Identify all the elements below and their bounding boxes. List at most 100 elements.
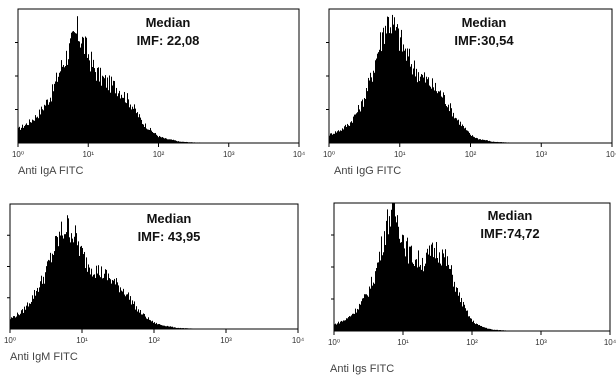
histogram-bar — [414, 265, 415, 331]
histogram-bar — [75, 225, 76, 329]
histogram-bar — [134, 301, 135, 329]
histogram-bar — [13, 316, 14, 329]
histogram-bar — [112, 279, 113, 329]
histogram-bar — [190, 328, 191, 329]
x-tick-label: 10⁴ — [604, 338, 616, 347]
histogram-bar — [490, 141, 491, 143]
histogram-bar — [121, 94, 122, 143]
histogram-bar — [192, 142, 193, 143]
histogram-bar — [26, 305, 27, 329]
histogram-bar — [163, 325, 164, 329]
histogram-bar — [174, 140, 175, 143]
histogram-bar — [22, 124, 23, 143]
histogram-bar — [61, 221, 62, 329]
histogram-bar — [472, 135, 473, 143]
x-axis-label-anti-iga: Anti IgA FITC — [18, 165, 84, 177]
histogram-bar — [144, 126, 145, 143]
histogram-bar — [90, 274, 91, 329]
histogram-bar — [166, 138, 167, 143]
histogram-bar — [29, 119, 30, 143]
histogram-bar — [362, 99, 363, 143]
histogram-bar — [465, 308, 466, 331]
histogram-bar — [364, 98, 365, 143]
histogram-bar — [367, 91, 368, 143]
histogram-bar — [191, 328, 192, 329]
histogram-bar — [102, 278, 103, 329]
histogram-bar — [437, 258, 438, 331]
histogram-bar — [83, 37, 84, 144]
histogram-bar — [200, 142, 201, 143]
histogram-bar — [112, 85, 113, 143]
histogram-bar — [484, 139, 485, 143]
histogram-bar — [153, 132, 154, 143]
histogram-bar — [445, 249, 446, 331]
histogram-bar — [65, 234, 66, 329]
histogram-bar — [167, 325, 168, 329]
histogram-bar — [127, 294, 128, 329]
histogram-bar — [27, 302, 28, 329]
histogram-bar — [351, 315, 352, 331]
histogram-bar — [506, 142, 507, 143]
histogram-bar — [502, 330, 503, 331]
histogram-bar — [58, 76, 59, 143]
histogram-bar — [449, 268, 450, 331]
histogram-bar — [148, 317, 149, 329]
histogram-bar — [159, 135, 160, 143]
histogram-bar — [344, 320, 345, 331]
histogram-bar — [386, 33, 387, 143]
histogram-bar — [64, 67, 65, 143]
histogram-bar — [504, 142, 505, 143]
histogram-bar — [120, 287, 121, 329]
histogram-bar — [471, 135, 472, 143]
histogram-bar — [111, 76, 112, 143]
histogram-bar — [145, 123, 146, 143]
histogram-bar — [160, 324, 161, 329]
histogram-bar — [184, 328, 185, 329]
histogram-bar — [81, 43, 82, 144]
histogram-bar — [109, 278, 110, 329]
histogram-bar — [383, 27, 384, 143]
histogram-bar — [167, 139, 168, 143]
histogram-bar — [132, 300, 133, 329]
x-tick-label: 10² — [148, 336, 160, 345]
histogram-bar — [143, 313, 144, 329]
histogram-bar — [492, 329, 493, 331]
histogram-bar — [373, 282, 374, 331]
histogram-bar — [60, 71, 61, 143]
histogram-bar — [404, 248, 405, 331]
histogram-bar — [59, 231, 60, 329]
histogram-bar — [339, 323, 340, 331]
histogram-bar — [423, 77, 424, 143]
histogram-bar — [371, 77, 372, 143]
histogram-bar — [147, 129, 148, 143]
histogram-bar — [362, 298, 363, 331]
histogram-bar — [122, 291, 123, 329]
histogram-bar — [142, 314, 143, 329]
histogram-bar — [485, 327, 486, 331]
x-tick-label: 10¹ — [82, 150, 94, 159]
histogram-bar — [77, 16, 78, 144]
histogram-bar — [337, 323, 338, 331]
histogram-bar — [181, 328, 182, 329]
x-tick-label: 10⁴ — [292, 336, 305, 345]
histogram-bar — [485, 140, 486, 143]
histogram-bar — [106, 269, 107, 329]
histogram-bar — [140, 117, 141, 143]
histogram-bar — [351, 121, 352, 143]
histogram-bar — [366, 88, 367, 143]
histogram-bar — [368, 296, 369, 331]
histogram-bar — [439, 91, 440, 143]
histogram-bar — [448, 264, 449, 331]
histogram-bar — [95, 277, 96, 329]
histogram-bar — [440, 263, 441, 331]
histogram-bar — [64, 234, 65, 329]
histogram-bar — [57, 237, 58, 329]
histogram-bar — [365, 294, 366, 331]
histogram-bar — [367, 295, 368, 331]
histogram-bar — [179, 141, 180, 143]
histogram-bar — [479, 324, 480, 331]
histogram-bar — [130, 296, 131, 329]
histogram-bar — [376, 267, 377, 331]
histogram-bar — [470, 134, 471, 143]
histogram-bar — [78, 241, 79, 329]
